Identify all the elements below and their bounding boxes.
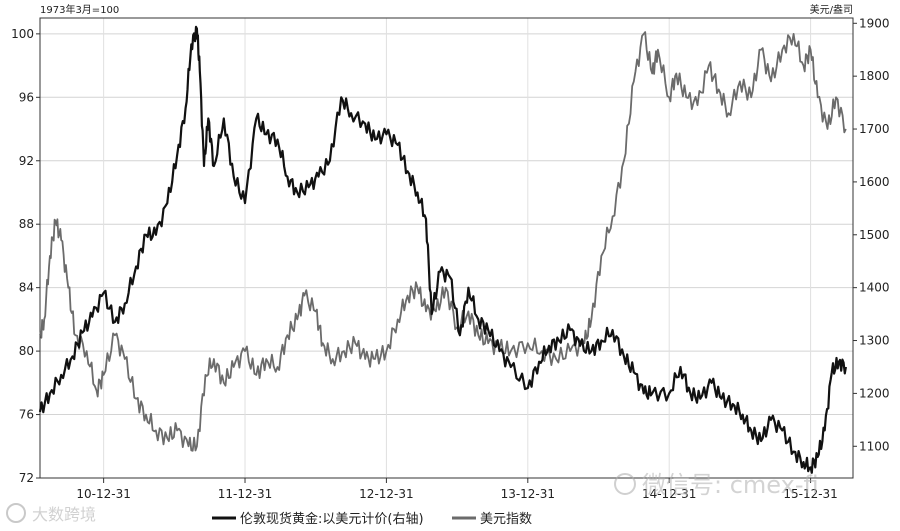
x-tick-label: 13-12-31 <box>501 487 555 501</box>
series-lines <box>38 25 847 474</box>
left-tick-label: 96 <box>19 90 34 104</box>
left-tick-label: 84 <box>19 281 34 295</box>
watermark-text-right: 微信号: cmex-fi <box>642 471 819 499</box>
right-tick-label: 1100 <box>859 439 890 453</box>
right-axis-ticks: 1100 1200 1300 1400 1500 1600 1700 1800 1900 <box>853 16 890 453</box>
right-axis-unit: 美元/盎司 <box>810 3 853 16</box>
left-tick-label: 80 <box>19 344 34 358</box>
x-axis-ticks: 10-12-31 11-12-31 12-12-31 13-12-31 14-12-31… <box>76 478 838 501</box>
watermark-text-left: 大数跨境 <box>32 505 96 524</box>
left-axis-ticks: 72 76 80 84 88 92 96 100 <box>11 27 40 485</box>
plot-frame <box>39 17 854 479</box>
right-tick-label: 1400 <box>859 281 890 295</box>
x-tick-label: 12-12-31 <box>359 487 413 501</box>
left-axis-unit: 1973年3月=100 <box>40 3 119 16</box>
series-line-dollar-index <box>39 31 847 452</box>
wechat-icon <box>614 473 636 495</box>
left-tick-label: 88 <box>19 217 34 231</box>
x-tick-label: 10-12-31 <box>76 487 130 501</box>
watermark-logo-icon <box>6 503 26 523</box>
legend-label-gold: 伦敦现货黄金:以美元计价(右轴) <box>240 511 424 527</box>
left-tick-label: 92 <box>19 154 34 168</box>
legend-label-dxy: 美元指数 <box>480 512 532 527</box>
left-tick-label: 100 <box>11 27 34 41</box>
watermark-logo: 大数跨境 <box>6 503 96 524</box>
right-tick-label: 1200 <box>859 386 890 400</box>
right-tick-label: 1800 <box>859 69 890 83</box>
right-tick-label: 1600 <box>859 175 890 189</box>
right-tick-label: 1700 <box>859 122 890 136</box>
right-tick-label: 1300 <box>859 334 890 348</box>
right-tick-label: 1900 <box>859 16 890 30</box>
left-tick-label: 76 <box>19 408 34 422</box>
x-tick-label: 14-12-31 <box>642 487 696 501</box>
left-tick-label: 72 <box>19 471 34 485</box>
x-tick-label: 15-12-31 <box>783 487 837 501</box>
series-line-gold <box>38 25 847 474</box>
watermark-wechat: 微信号: cmex-fi <box>614 471 819 499</box>
right-tick-label: 1500 <box>859 228 890 242</box>
x-tick-label: 11-12-31 <box>218 487 272 501</box>
